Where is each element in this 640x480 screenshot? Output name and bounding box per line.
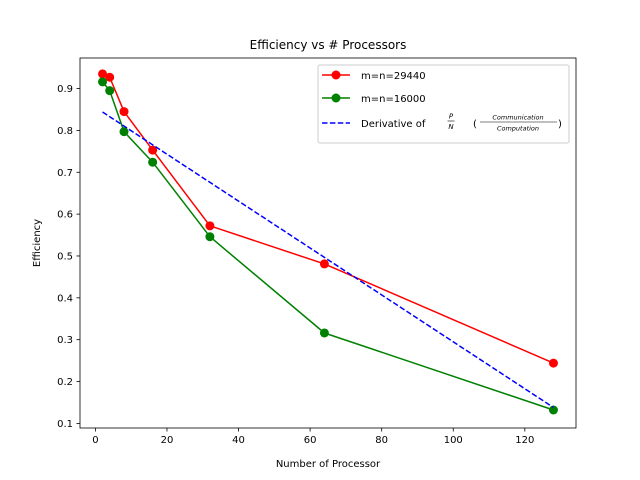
series-2-point	[105, 86, 115, 96]
x-tick-label: 80	[375, 435, 388, 446]
series-1-point	[119, 107, 129, 117]
series-2-point	[148, 157, 158, 167]
series-2-point	[119, 127, 129, 137]
plot-area	[79, 57, 577, 429]
legend-label-series-2: m=n=16000	[361, 94, 426, 105]
x-axis-title: Number of Processor	[276, 459, 381, 470]
x-tick-label: 60	[304, 435, 317, 446]
series-2-point	[98, 77, 108, 87]
y-tick-label: 0.3	[57, 335, 73, 346]
legend-math-frac2-num: Communication	[492, 114, 543, 122]
legend-label-series-1: m=n=29440	[361, 71, 426, 82]
series-1-point	[319, 259, 329, 269]
series-1-point	[548, 358, 558, 368]
series-2-point	[205, 232, 215, 242]
legend-math-frac1-den: N	[448, 123, 454, 131]
series-1-point	[105, 72, 115, 82]
x-tick-label: 20	[161, 435, 174, 446]
y-tick-label: 0.5	[57, 251, 73, 262]
chart-title: Efficiency vs # Processors	[250, 38, 407, 52]
y-axis-title: Efficiency	[32, 219, 43, 267]
y-tick-label: 0.8	[57, 126, 73, 137]
legend-marker-series-2	[331, 93, 341, 103]
series-line-3	[102, 111, 554, 409]
y-axis-ticks: 0.1 0.2 0.3 0.4 0.5 0.6 0.7 0.8 0.9	[57, 84, 80, 430]
series-2-point	[548, 405, 558, 415]
series-layer	[98, 69, 558, 415]
legend-math-frac2-den: Computation	[497, 125, 539, 133]
y-tick-label: 0.6	[57, 210, 73, 221]
series-1-point	[205, 221, 215, 231]
legend-math-close-paren: )	[558, 119, 562, 130]
y-tick-label: 0.9	[57, 84, 73, 95]
legend-math-open-paren: (	[473, 119, 477, 130]
x-axis-ticks: 0 20 40 60 80 100 120	[92, 428, 534, 446]
x-tick-label: 120	[515, 435, 534, 446]
x-tick-label: 100	[444, 435, 463, 446]
legend-math-frac1-num: P	[449, 113, 454, 121]
legend: m=n=29440 m=n=16000 Derivative of P N ( …	[317, 64, 570, 144]
y-tick-label: 0.7	[57, 168, 73, 179]
x-tick-label: 40	[232, 435, 245, 446]
series-1-point	[98, 69, 108, 79]
legend-label-series-3: Derivative of	[361, 119, 426, 130]
x-tick-label: 0	[92, 435, 98, 446]
legend-box	[317, 64, 570, 144]
y-tick-label: 0.1	[57, 419, 73, 430]
series-1-point	[148, 145, 158, 155]
y-tick-label: 0.2	[57, 377, 73, 388]
series-2-point	[319, 328, 329, 338]
y-tick-label: 0.4	[57, 293, 73, 304]
legend-marker-series-1	[331, 70, 341, 80]
